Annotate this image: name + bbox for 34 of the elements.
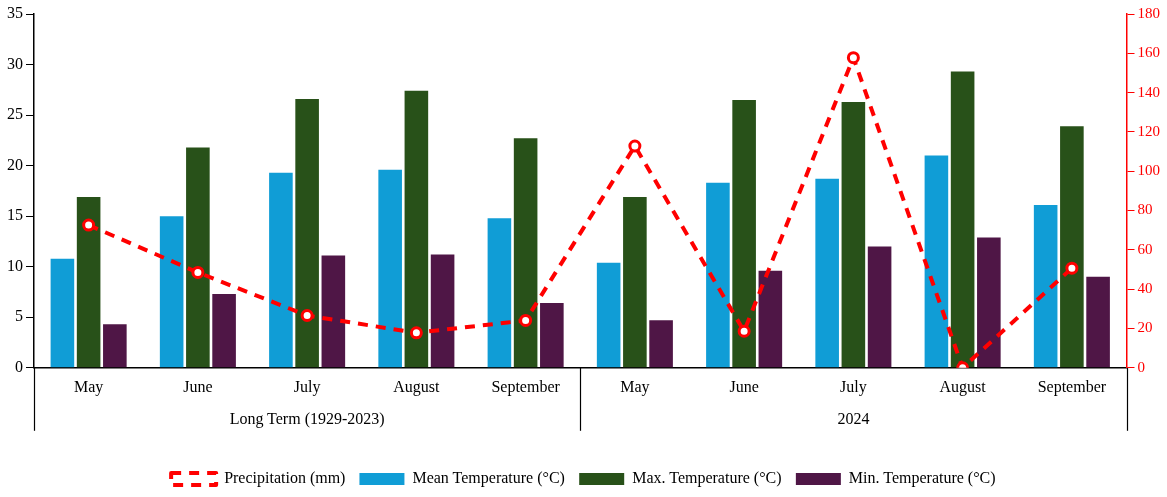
x-tick-label: June — [183, 377, 213, 395]
legend-label: Mean Temperature (°C) — [412, 469, 565, 488]
x-tick-label: September — [491, 377, 561, 396]
y2-tick-label: 60 — [1137, 240, 1153, 257]
text: 2024 — [837, 410, 870, 427]
y2-tick-label: 80 — [1137, 201, 1153, 218]
y2-tick-label: 120 — [1137, 122, 1160, 139]
x-tick-label: July — [293, 377, 321, 396]
y-tick-label: 5 — [15, 307, 23, 325]
x-tick-label: July — [840, 377, 867, 396]
x-tick-label: May — [73, 377, 104, 396]
x-tick-label: June — [729, 377, 759, 395]
y-tick-label: 30 — [7, 54, 23, 72]
x-tick-label: May — [620, 377, 650, 396]
y-tick-label: 10 — [7, 256, 23, 274]
legend-label: Min. Temperature (°C) — [848, 469, 996, 488]
x-tick-label: August — [393, 377, 441, 396]
y2-tick-label: 180 — [1137, 4, 1160, 21]
y2-tick-label: 20 — [1137, 319, 1153, 336]
text: Long Term (1929-2023) — [229, 410, 385, 428]
y-tick-label: 25 — [7, 105, 23, 123]
y2-tick-label: 0 — [1137, 358, 1145, 375]
y2-tick-label: 100 — [1137, 162, 1160, 179]
y2-tick-label: 40 — [1137, 280, 1153, 297]
y-tick-label: 35 — [7, 4, 23, 22]
y2-tick-label: 140 — [1137, 83, 1160, 100]
x-tick-label: August — [939, 377, 987, 396]
legend-label: Precipitation (mm) — [224, 469, 346, 488]
legend-label: Max. Temperature (°C) — [632, 469, 782, 488]
y-tick-label: 0 — [15, 358, 23, 375]
y-tick-label: 15 — [7, 206, 23, 224]
y2-tick-label: 160 — [1137, 44, 1160, 61]
x-tick-label: September — [1037, 377, 1107, 396]
y-tick-label: 20 — [7, 155, 23, 173]
